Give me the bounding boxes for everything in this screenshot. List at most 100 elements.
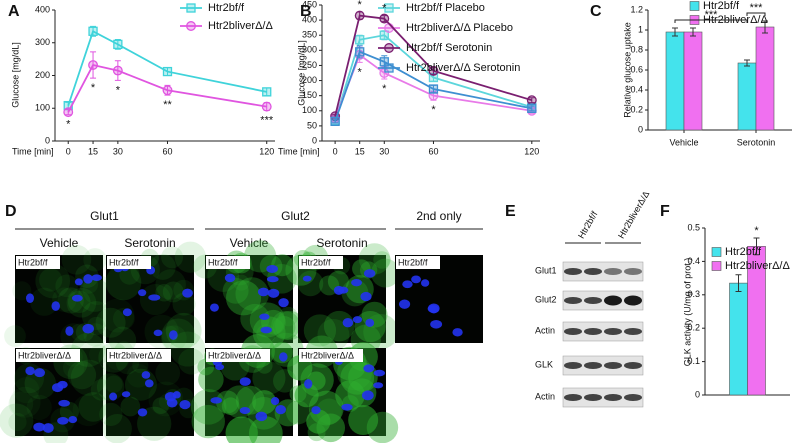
legend-label: Htr2bf/f Serotonin	[406, 42, 492, 54]
marker	[162, 66, 173, 77]
blot-band	[584, 328, 602, 335]
cell-stain	[303, 314, 337, 347]
x-axis-label: Time [min]	[278, 146, 320, 156]
significance: ***	[260, 114, 274, 126]
nucleus	[275, 404, 287, 415]
treatment-label: Serotonin	[124, 236, 175, 250]
cell-stain	[222, 277, 249, 304]
nucleus	[169, 330, 178, 340]
nucleus	[338, 286, 349, 294]
marker	[262, 87, 272, 97]
treatment-label: Vehicle	[40, 236, 79, 250]
nucleus	[365, 318, 375, 327]
cell-stain	[126, 363, 151, 388]
x-tick-label: 60	[428, 146, 438, 156]
nucleus	[52, 383, 64, 393]
y-tick-label: 350	[302, 30, 317, 40]
cell-stain	[161, 318, 196, 353]
nucleus	[260, 326, 272, 334]
cell-stain	[9, 386, 41, 418]
legend-swatch	[711, 261, 722, 271]
y-tick-label: 0.2	[687, 323, 700, 333]
cell-stain	[215, 390, 239, 414]
nucleus	[341, 403, 353, 411]
cell-stain	[370, 258, 400, 288]
cell-stain	[78, 278, 112, 312]
legend-label: Htr2bliverΔ/Δ Serotonin	[406, 62, 520, 74]
blot-label: GLK	[535, 359, 553, 369]
nucleus	[304, 379, 313, 389]
legend-label: Htr2bf/f	[208, 2, 245, 14]
cell-stain	[149, 253, 176, 280]
cell-stain	[70, 359, 107, 396]
nucleus	[363, 269, 376, 278]
cell-stain	[252, 390, 277, 415]
blot-band	[584, 297, 602, 304]
cell-stain	[316, 413, 346, 443]
marker	[88, 26, 98, 36]
cell-stain	[105, 264, 142, 301]
cell-stain	[278, 306, 299, 327]
blot-band	[564, 328, 582, 335]
cell-stain	[252, 361, 286, 395]
y-tick-label: 0.8	[630, 44, 643, 54]
bar	[665, 31, 685, 131]
micrograph: Htr2bf/f	[285, 243, 400, 355]
cell-stain	[327, 270, 349, 292]
significance: *	[382, 2, 387, 14]
blot-band	[604, 328, 622, 335]
error-bar	[381, 15, 388, 23]
genotype-label: Htr2bf/f	[301, 257, 331, 267]
cell-stain	[249, 302, 285, 338]
blot-label: Glut2	[535, 294, 557, 304]
nucleus	[57, 416, 69, 425]
y-tick-label: 0	[312, 135, 317, 145]
blot-label: Glut1	[535, 265, 557, 275]
nucleus	[58, 399, 70, 407]
marker	[527, 103, 537, 114]
significance: *	[431, 104, 436, 116]
blot-band	[624, 295, 642, 306]
panel-letter: B	[300, 3, 312, 20]
marker	[162, 85, 173, 96]
marker	[384, 43, 394, 53]
legend-label: Htr2bf/f Placebo	[406, 2, 485, 14]
cell-stain	[108, 326, 137, 354]
bar	[737, 62, 757, 131]
panel-letter: E	[505, 203, 516, 220]
y-tick-label: 0.1	[687, 356, 700, 366]
nucleus	[83, 274, 93, 284]
genotype-label: Htr2bf/f	[398, 257, 428, 267]
micrograph: Htr2bf/f	[4, 244, 113, 350]
micrograph: Htr2bliverΔ/Δ	[286, 335, 399, 443]
cell-stain	[83, 248, 107, 272]
genotype-label: Htr2bliverΔ/Δ	[18, 350, 71, 360]
y-tick-label: 300	[302, 45, 317, 55]
cell-stain	[120, 396, 141, 417]
y-tick-label: 0.2	[630, 104, 643, 114]
y-tick-label: 0.3	[687, 289, 700, 299]
cell-stain	[317, 318, 350, 351]
nucleus	[259, 313, 270, 320]
cell-stain	[341, 279, 369, 307]
marker	[379, 13, 390, 24]
error-bar	[528, 105, 535, 112]
marker	[384, 3, 394, 13]
blot-strip	[562, 290, 644, 311]
nucleus	[361, 390, 374, 401]
y-axis-label: Glucose [mg/dL]	[296, 40, 306, 106]
nucleus	[351, 279, 362, 287]
x-tick-label: 30	[113, 146, 123, 156]
y-tick-label: 0	[638, 124, 643, 134]
cell-stain	[152, 397, 170, 414]
marker	[526, 95, 537, 106]
cell-stain	[373, 251, 391, 269]
nucleus	[25, 366, 35, 376]
nucleus	[352, 316, 363, 324]
cell-stain	[335, 380, 365, 410]
blot-strip	[562, 355, 644, 376]
blot-genotype: Htr2bliverΔ/Δ	[616, 189, 651, 240]
blot-strip	[562, 261, 644, 282]
cell-stain	[96, 373, 125, 401]
